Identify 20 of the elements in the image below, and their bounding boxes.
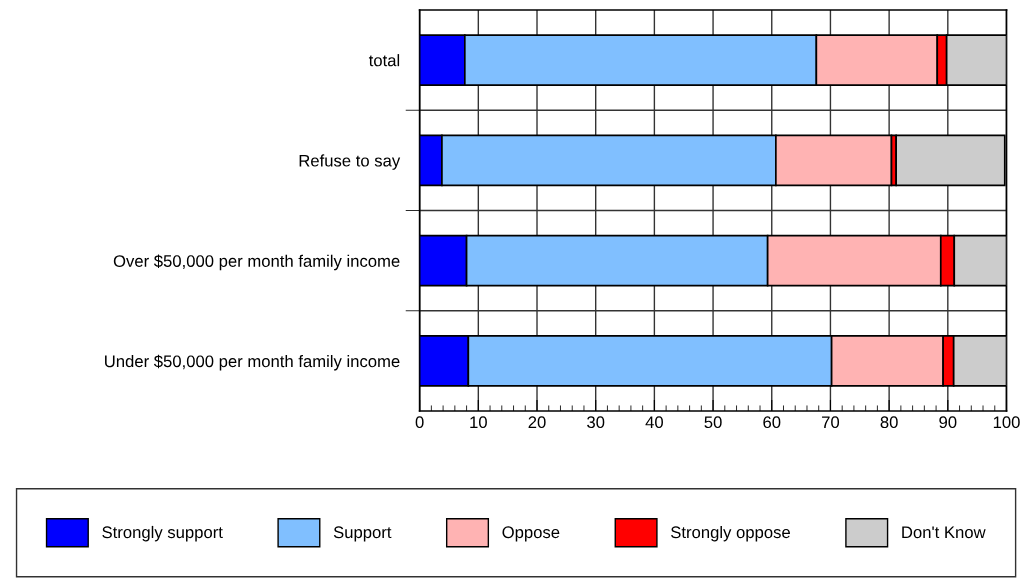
x-tick-label: 50 [704, 416, 722, 429]
x-tick-label: 20 [528, 416, 546, 429]
x-tick-label: 80 [880, 416, 898, 429]
x-tick-label: 10 [470, 416, 487, 429]
legend-label: Support [333, 526, 392, 542]
x-tick-label: 100 [993, 416, 1020, 429]
legend-label: Strongly oppose [671, 525, 790, 542]
x-tick-label: 0 [415, 416, 424, 429]
x-tick-label: 90 [939, 416, 957, 429]
x-tick-label: 60 [763, 416, 781, 429]
y-tick-label: Under $50,000 per month family income [105, 354, 400, 371]
x-tick-label: 40 [645, 416, 663, 429]
y-tick-label: Refuse to say [299, 154, 401, 170]
x-tick-label: 30 [587, 416, 605, 429]
x-tick-label: 70 [822, 416, 840, 429]
legend-label: Strongly support [102, 525, 223, 542]
legend-label: Don't Know [902, 526, 986, 539]
y-tick-label: Over $50,000 per month family income [113, 254, 400, 271]
legend-label: Oppose [502, 526, 560, 542]
y-tick-label: total [368, 54, 400, 67]
